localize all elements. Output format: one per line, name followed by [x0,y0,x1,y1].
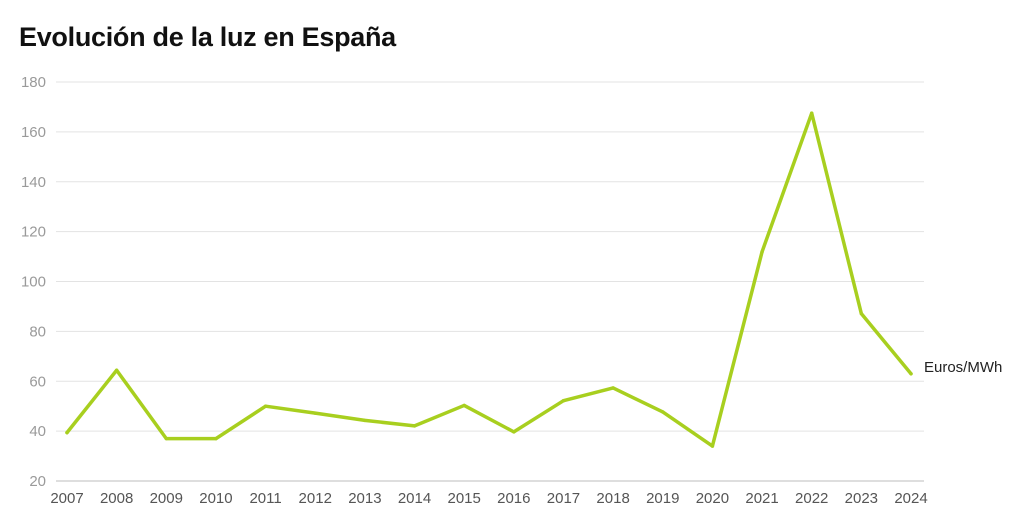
series-label: Euros/MWh [924,359,1002,376]
data-point [710,444,715,448]
data-point [462,403,466,408]
x-tick-label: 2024 [894,490,927,507]
data-point [363,418,367,423]
y-tick-label: 160 [21,124,46,141]
gridlines [56,81,924,482]
series-line [65,111,913,448]
data-point [412,424,417,428]
x-tick-label: 2007 [50,490,83,507]
data-point [164,436,168,441]
y-tick-label: 80 [29,323,46,340]
data-point [114,368,119,372]
data-point [859,311,864,316]
series-group: Euros/MWh [65,111,1002,448]
data-point [214,436,218,441]
data-point [512,430,516,434]
data-point [810,111,814,115]
chart-title: Evolución de la luz en España [19,22,396,52]
x-tick-label: 2018 [596,490,629,507]
data-point [909,372,913,376]
x-tick-label: 2019 [646,490,679,507]
data-point [760,250,764,254]
y-tick-label: 20 [29,473,46,490]
x-tick-label: 2008 [100,490,133,507]
x-tick-label: 2017 [547,490,580,507]
data-point [611,386,615,390]
data-point [661,410,665,414]
x-tick-label: 2014 [398,490,431,507]
y-tick-label: 40 [29,423,46,440]
x-axis-ticks: 2007 2008 2009 2010 2011 2012 2013 2014 2015 2016… [50,490,927,507]
x-tick-label: 2016 [497,490,530,507]
data-point [561,399,566,403]
y-tick-label: 120 [21,224,46,241]
x-tick-label: 2013 [348,490,381,507]
y-tick-label: 100 [21,274,46,291]
data-point [313,411,317,415]
y-tick-label: 60 [29,373,46,390]
x-tick-label: 2023 [845,490,878,507]
y-axis-ticks: 20 40 60 80 100 120 140 160 180 [21,74,46,490]
y-tick-label: 180 [21,74,46,91]
y-tick-label: 140 [21,174,46,191]
x-tick-label: 2022 [795,490,828,507]
x-tick-label: 2009 [150,490,183,507]
data-point [65,430,69,435]
data-point [263,404,268,408]
x-tick-label: 2020 [696,490,729,507]
x-tick-label: 2011 [249,490,281,507]
x-tick-label: 2021 [745,490,778,507]
x-tick-label: 2012 [299,490,332,507]
x-tick-label: 2010 [199,490,232,507]
x-tick-label: 2015 [447,490,480,507]
